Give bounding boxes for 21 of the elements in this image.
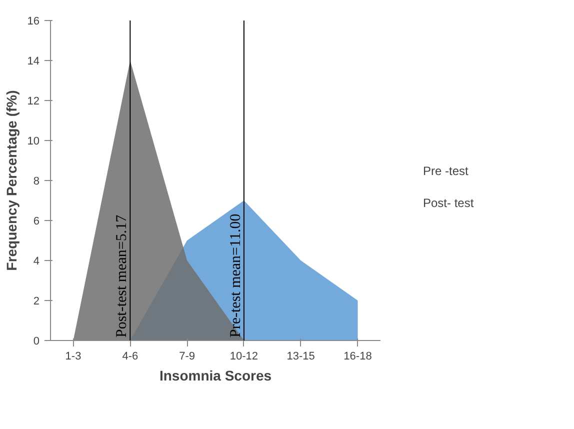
y-tick-label: 12 <box>27 96 40 108</box>
ref-line-label: Pre-test mean=11.00 <box>228 214 244 338</box>
y-tick-label: 10 <box>27 136 40 148</box>
y-tick-label: 0 <box>33 336 40 348</box>
y-tick-label: 2 <box>33 296 40 308</box>
text: Post- test <box>423 196 474 210</box>
text: Pre -test <box>423 164 468 178</box>
x-tick-label: 7-9 <box>179 350 196 362</box>
x-tick-label: 10-12 <box>230 350 258 362</box>
y-tick-label: 14 <box>27 56 40 68</box>
y-tick-label: 4 <box>33 256 40 268</box>
y-tick-label: 6 <box>33 216 40 228</box>
x-tick-label: 13-15 <box>286 350 315 362</box>
x-tick-label: 4-6 <box>122 350 138 362</box>
y-tick-label: 8 <box>33 176 40 188</box>
x-axis-title: Insomnia Scores <box>159 368 272 384</box>
y-tick-label: 16 <box>27 16 40 28</box>
y-axis-title: Frequency Percentage (f%) <box>3 90 20 271</box>
x-tick-label: 16-18 <box>344 350 372 362</box>
x-tick-label: 1-3 <box>65 350 82 362</box>
ref-line-label: Post-test mean=5.17 <box>114 214 130 338</box>
